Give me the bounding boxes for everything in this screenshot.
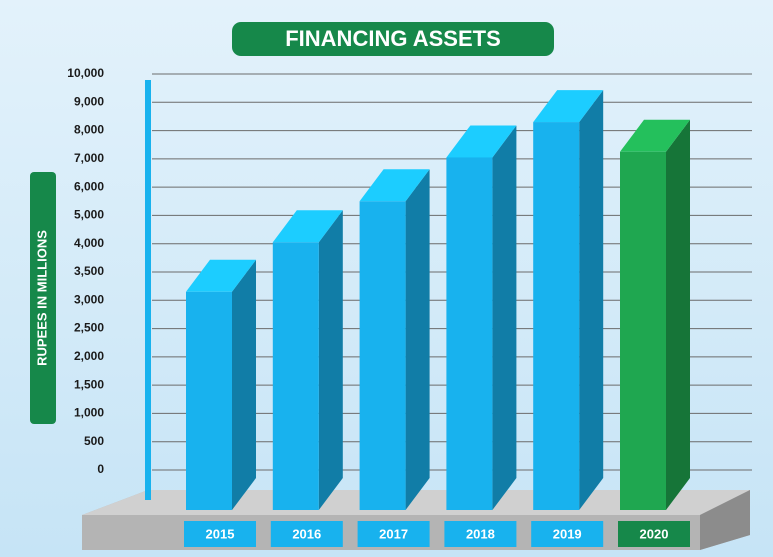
y-tick-label: 10,000 bbox=[67, 66, 104, 80]
bar-side bbox=[492, 125, 517, 510]
floor-side bbox=[700, 490, 750, 550]
y-tick-label: 9,000 bbox=[74, 94, 104, 108]
bar-side bbox=[405, 169, 430, 511]
chart-title: FINANCING ASSETS bbox=[285, 26, 501, 51]
x-label-box bbox=[184, 521, 256, 547]
x-tick-label: 2015 bbox=[206, 526, 235, 541]
bar-side bbox=[318, 210, 343, 511]
y-tick-label: 5,000 bbox=[74, 208, 104, 222]
y-tick-label: 2,500 bbox=[74, 321, 104, 335]
y-tick-label: 6,000 bbox=[74, 179, 104, 193]
y-axis-label: RUPEES IN MILLIONS bbox=[34, 230, 49, 366]
y-tick-label: 1,500 bbox=[74, 377, 104, 391]
title-box bbox=[232, 22, 554, 56]
y-tick-label: 2,000 bbox=[74, 349, 104, 363]
x-label-box bbox=[357, 521, 430, 547]
bar-top bbox=[533, 90, 604, 123]
bar bbox=[359, 201, 406, 511]
y-tick-label: 4,000 bbox=[74, 236, 104, 250]
x-tick-label: 2018 bbox=[466, 526, 495, 541]
bar-side bbox=[579, 90, 604, 510]
bar bbox=[272, 242, 319, 511]
bar-top bbox=[446, 125, 517, 158]
y-tick-label: 0 bbox=[97, 462, 104, 476]
x-tick-label: 2020 bbox=[640, 526, 669, 541]
x-label-box bbox=[618, 521, 690, 547]
y-tick-label: 500 bbox=[84, 434, 104, 448]
x-tick-label: 2019 bbox=[553, 526, 582, 541]
y-tick-label: 1,000 bbox=[74, 406, 104, 420]
x-label-box bbox=[270, 521, 343, 547]
bar bbox=[533, 122, 580, 510]
y-tick-label: 3,000 bbox=[74, 292, 104, 306]
bar-side bbox=[666, 119, 690, 511]
bar-side bbox=[232, 259, 256, 510]
bar-top bbox=[272, 210, 343, 243]
bar-top bbox=[359, 169, 430, 202]
bar-top bbox=[620, 119, 690, 152]
y-tick-label: 8,000 bbox=[74, 123, 104, 137]
y-tick-label: 3,500 bbox=[74, 264, 104, 278]
y-tick-label: 7,000 bbox=[74, 151, 104, 165]
x-label-box bbox=[531, 521, 604, 547]
ylabel-box bbox=[30, 172, 56, 424]
bar bbox=[446, 157, 493, 510]
x-label-box bbox=[444, 521, 517, 547]
bar bbox=[186, 291, 232, 510]
bar-top bbox=[186, 259, 256, 292]
x-tick-label: 2017 bbox=[379, 526, 408, 541]
x-tick-label: 2016 bbox=[292, 526, 321, 541]
bar bbox=[620, 151, 666, 511]
